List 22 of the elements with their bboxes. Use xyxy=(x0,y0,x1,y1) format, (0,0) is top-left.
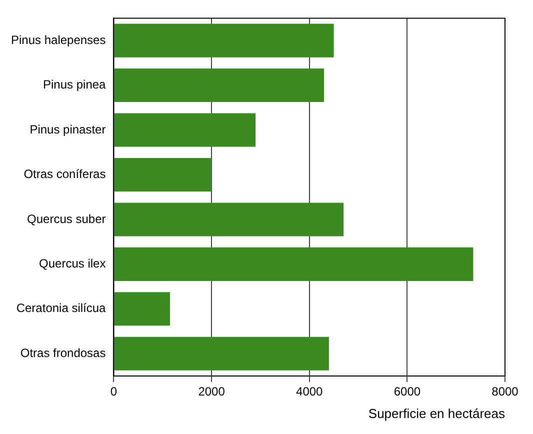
y-tick-label: Pinus pinaster xyxy=(30,122,106,136)
bar xyxy=(114,158,212,192)
y-tick-label: Otras coníferas xyxy=(24,167,106,182)
y-tick-label: Pinus halepenses xyxy=(11,32,106,47)
bar xyxy=(114,24,334,58)
y-tick-label: Otras frondosas xyxy=(20,346,106,360)
y-tick-label: Pinus pinea xyxy=(43,78,106,92)
x-tick-label: 8000 xyxy=(492,384,519,399)
x-tick-label: 0 xyxy=(110,384,118,399)
bar xyxy=(114,336,329,370)
bar xyxy=(114,202,344,236)
y-tick-label: Quercus suber xyxy=(27,212,106,226)
x-axis-title: Superficie en hectáreas xyxy=(368,406,506,421)
bar xyxy=(114,68,324,102)
bar xyxy=(114,247,474,281)
x-tick-label: 2000 xyxy=(198,384,226,399)
x-tick-label: 6000 xyxy=(394,384,421,399)
x-tick-label: 4000 xyxy=(296,384,324,399)
y-tick-label: Ceratonia silícua xyxy=(16,301,106,316)
y-tick-label: Quercus ilex xyxy=(39,256,106,270)
bar xyxy=(114,113,256,147)
bar xyxy=(114,292,170,326)
